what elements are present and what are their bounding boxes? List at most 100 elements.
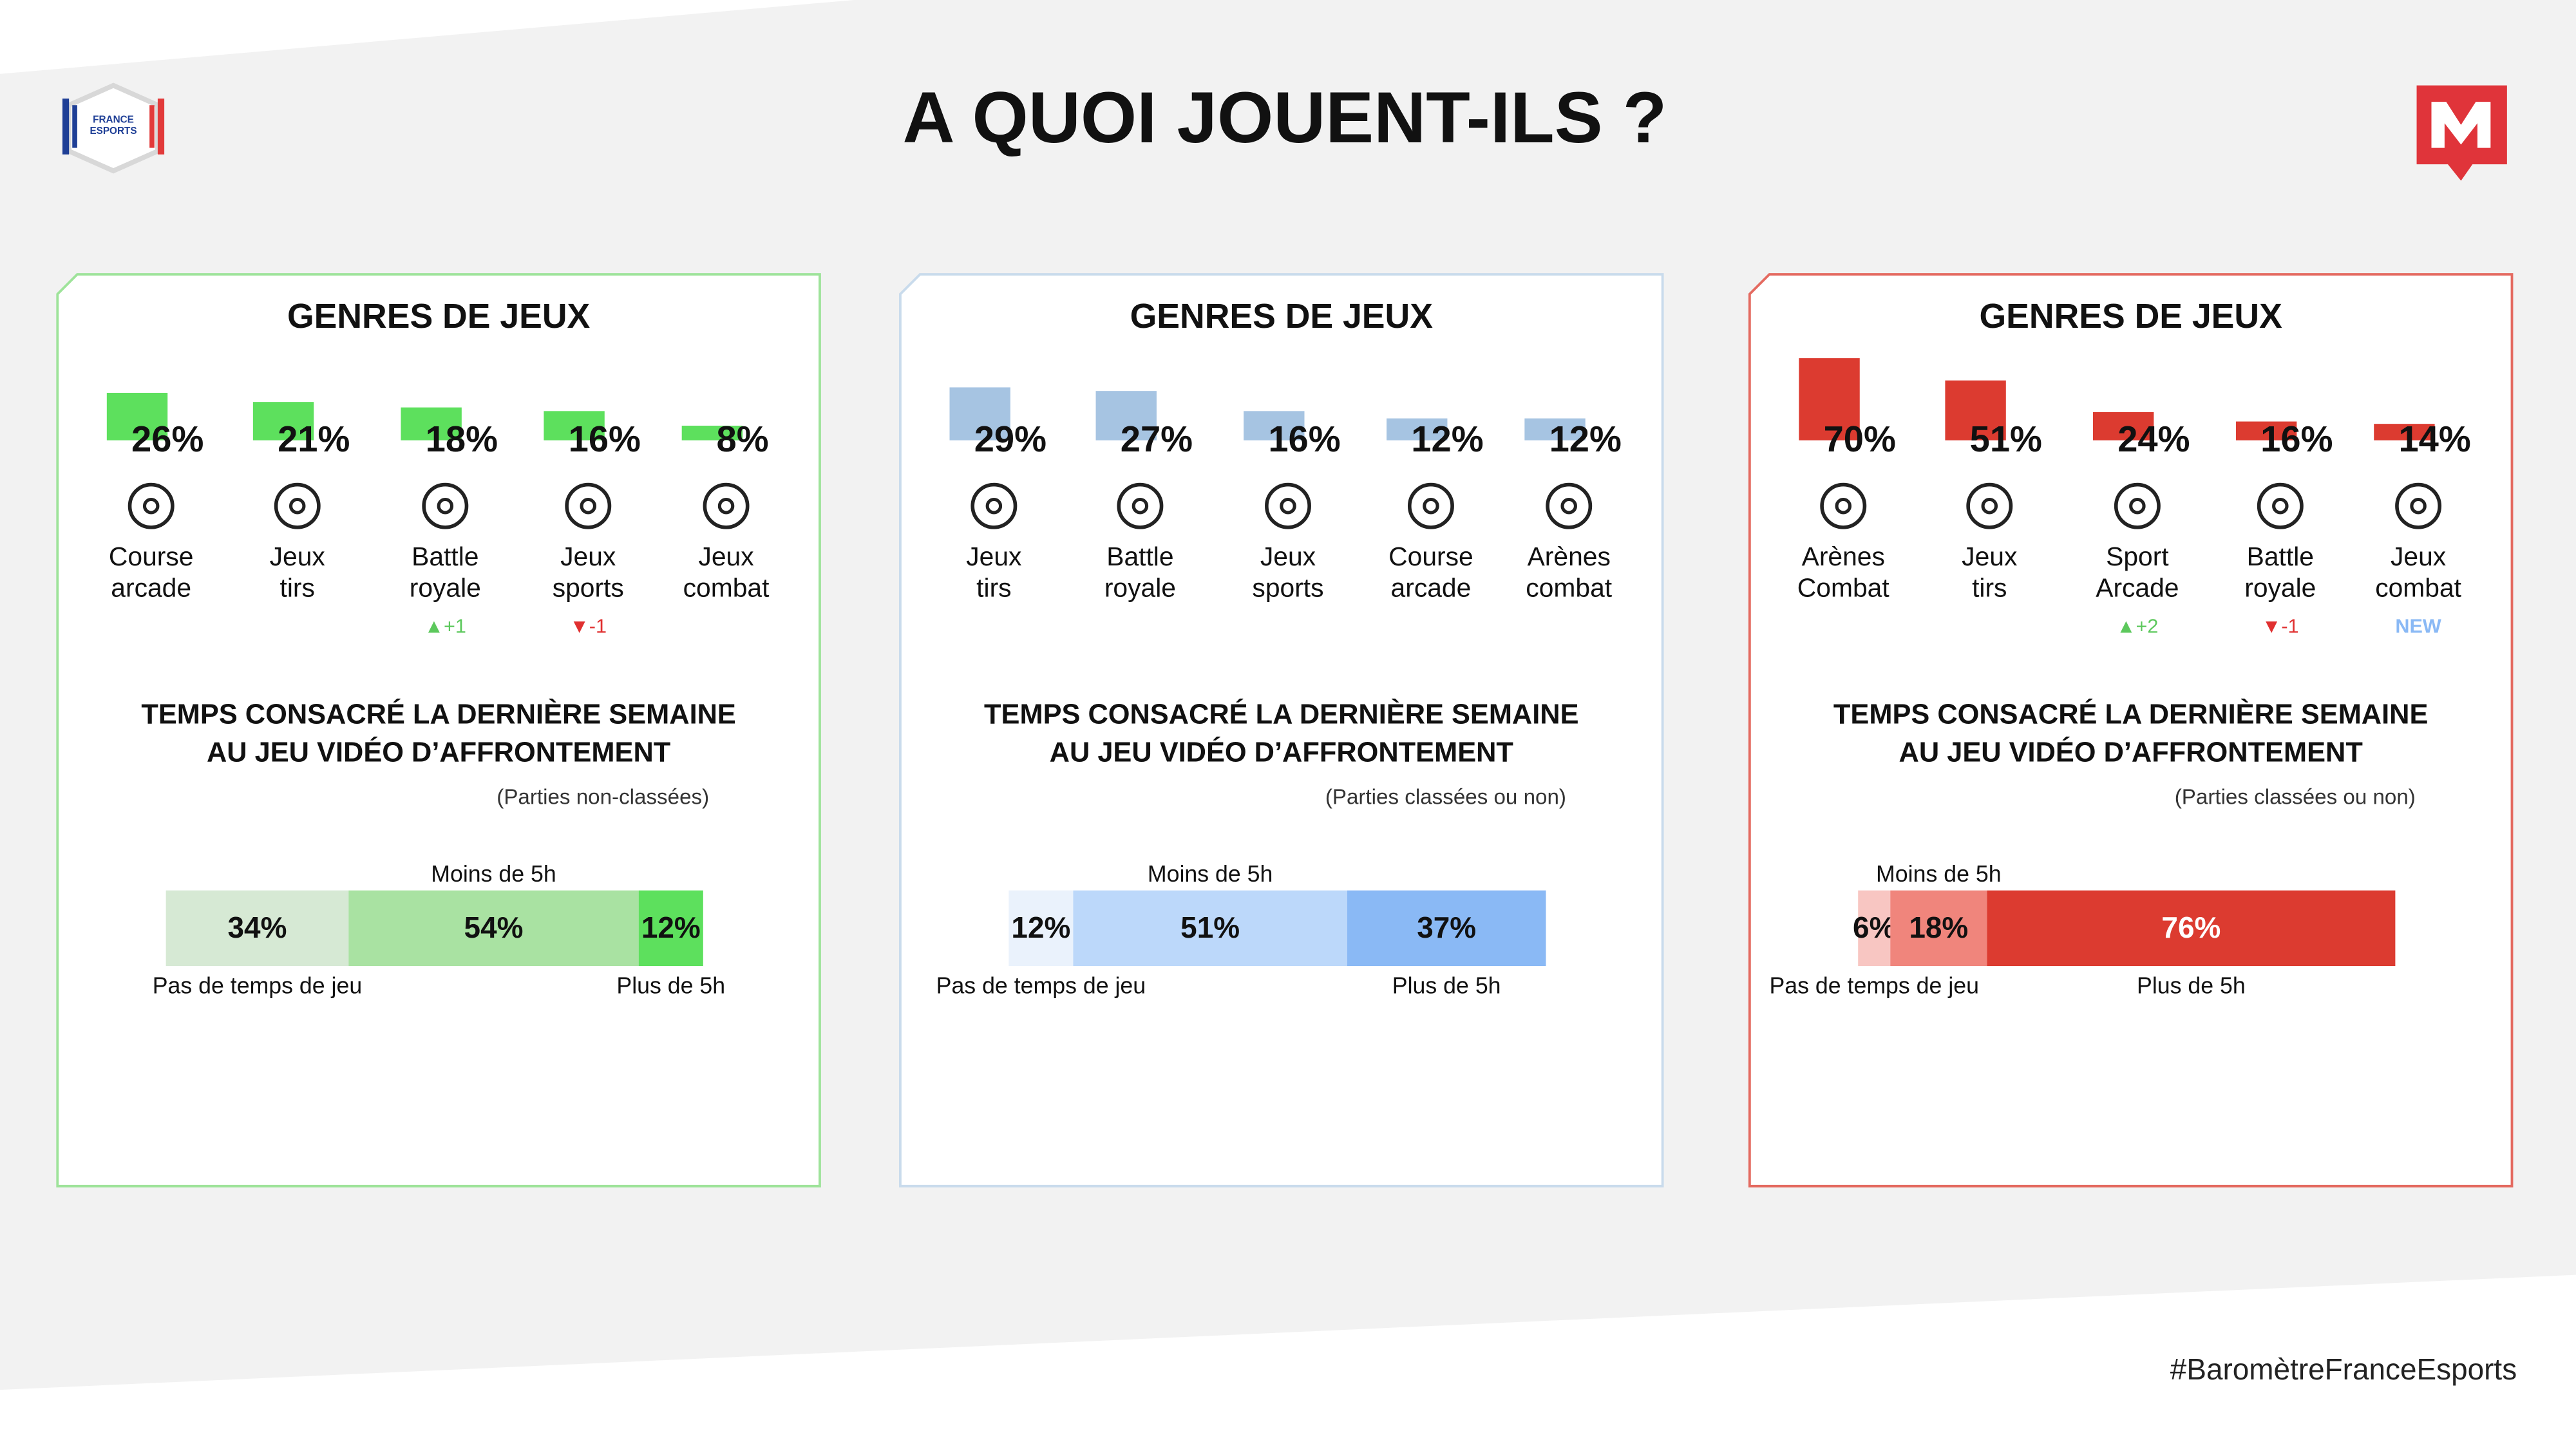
- genre-name: Jeux: [966, 542, 1021, 571]
- genre-icon: [2395, 482, 2442, 529]
- time-segment: [166, 890, 349, 966]
- genre-icon: [1280, 497, 1296, 515]
- genre-icon: [289, 497, 306, 515]
- genre-bar: [401, 407, 462, 440]
- genre-bar: [949, 387, 1010, 440]
- genres-title: GENRES DE JEUX: [287, 298, 591, 336]
- segment-name: Plus de 5h: [1392, 973, 1501, 999]
- genre-icon: [2410, 497, 2427, 515]
- genre-value: 16%: [1268, 419, 1340, 459]
- segment-value: 6%: [1853, 911, 1895, 944]
- genre-name: Course: [109, 542, 194, 571]
- genre-value: 27%: [1121, 419, 1193, 459]
- time-segment: [1987, 890, 2396, 966]
- segment-name: Plus de 5h: [2137, 973, 2246, 999]
- genre-name: Battle: [412, 542, 478, 571]
- genre-name: Jeux: [1260, 542, 1316, 571]
- genre-name: arcade: [111, 573, 191, 603]
- genre-name: Arènes: [1528, 542, 1611, 571]
- genre-bar: [1524, 418, 1586, 440]
- genre-change: ▼-1: [2262, 616, 2299, 638]
- time-segment: [638, 890, 703, 966]
- time-title: AU JEU VIDÉO D’AFFRONTEMENT: [207, 737, 671, 768]
- genres-title: GENRES DE JEUX: [1130, 298, 1434, 336]
- genre-name: Arènes: [1802, 542, 1885, 571]
- genre-name: Battle: [1106, 542, 1173, 571]
- genre-bar: [544, 411, 605, 440]
- genre-icon: [422, 482, 469, 529]
- genre-icon: [985, 497, 1003, 515]
- time-segment: [1073, 890, 1347, 966]
- logo-text: ESPORTS: [90, 126, 137, 137]
- genre-name: Jeux: [270, 542, 325, 571]
- time-note: (Parties classées ou non): [2175, 786, 2416, 810]
- genre-name: Jeux: [560, 542, 616, 571]
- panel: GENRES DE JEUX70%ArènesCombat51%Jeuxtirs…: [1748, 273, 2514, 1188]
- genre-icon: [2257, 482, 2304, 529]
- genre-icon: [1560, 497, 1577, 515]
- logo-left: FRANCE ESPORTS: [62, 82, 165, 174]
- segment-name: Pas de temps de jeu: [1769, 973, 1979, 999]
- segment-value: 12%: [1011, 911, 1070, 944]
- segment-value: 34%: [228, 911, 287, 944]
- segment-name: Pas de temps de jeu: [936, 973, 1146, 999]
- panel: GENRES DE JEUX26%Coursearcade21%Jeuxtirs…: [56, 273, 821, 1188]
- genre-icon: [1407, 482, 1454, 529]
- genre-bar: [1945, 380, 2006, 440]
- genre-icon: [580, 497, 597, 515]
- page-title: A QUOI JOUENT-ILS ?: [902, 77, 1667, 158]
- genre-name: Jeux: [1962, 542, 2017, 571]
- segment-value: 51%: [1180, 911, 1240, 944]
- panels: GENRES DE JEUX26%Coursearcade21%Jeuxtirs…: [56, 273, 2514, 1188]
- genre-name: Sport: [2106, 542, 2169, 571]
- genre-value: 29%: [974, 419, 1046, 459]
- genre-icon: [2272, 497, 2289, 515]
- segment-value: 76%: [2161, 911, 2221, 944]
- genre-name: sports: [553, 573, 624, 603]
- genres-title: GENRES DE JEUX: [1980, 298, 2283, 336]
- genre-icon: [2114, 482, 2161, 529]
- time-segment: [1347, 890, 1546, 966]
- genre-bar: [681, 425, 743, 440]
- genre-icon: [1981, 497, 1998, 515]
- genre-name: Course: [1388, 542, 1473, 571]
- segment-name: Moins de 5h: [1876, 861, 2002, 887]
- genre-icon: [274, 482, 321, 529]
- genre-name: royale: [410, 573, 481, 603]
- genre-value: 18%: [426, 419, 498, 459]
- genre-bar: [1095, 391, 1157, 440]
- logo-right: [2416, 85, 2507, 181]
- segment-value: 12%: [641, 911, 701, 944]
- genre-name: sports: [1252, 573, 1323, 603]
- time-title: AU JEU VIDÉO D’AFFRONTEMENT: [1899, 737, 2363, 768]
- genre-bar: [1387, 418, 1448, 440]
- genre-icon: [971, 482, 1018, 529]
- segment-value: 54%: [464, 911, 524, 944]
- genre-name: tirs: [976, 573, 1011, 603]
- genre-icon: [1265, 482, 1311, 529]
- footer-hashtag: #BaromètreFranceEsports: [2170, 1352, 2517, 1386]
- time-segment: [1858, 890, 1891, 966]
- genre-value: 24%: [2117, 419, 2190, 459]
- genre-name: royale: [1104, 573, 1176, 603]
- time-title: TEMPS CONSACRÉ LA DERNIÈRE SEMAINE: [141, 699, 735, 730]
- time-title: TEMPS CONSACRÉ LA DERNIÈRE SEMAINE: [984, 699, 1578, 730]
- genre-value: 26%: [131, 419, 204, 459]
- genre-bar: [106, 392, 168, 440]
- genre-value: 70%: [1824, 419, 1896, 459]
- genre-icon: [1117, 482, 1164, 529]
- panel: GENRES DE JEUX29%Jeuxtirs27%Battleroyale…: [899, 273, 1664, 1188]
- time-segment: [348, 890, 639, 966]
- genre-icon: [142, 497, 160, 515]
- genre-icon: [1546, 482, 1593, 529]
- genre-bar: [1799, 358, 1860, 440]
- genre-value: 16%: [569, 419, 641, 459]
- genre-change: ▲+2: [2116, 616, 2158, 638]
- genre-name: arcade: [1391, 573, 1472, 603]
- time-note: (Parties classées ou non): [1325, 786, 1566, 810]
- genre-icon: [1423, 497, 1439, 515]
- time-title: TEMPS CONSACRÉ LA DERNIÈRE SEMAINE: [1833, 699, 2428, 730]
- genre-value: 14%: [2398, 419, 2470, 459]
- genre-icon: [437, 497, 454, 515]
